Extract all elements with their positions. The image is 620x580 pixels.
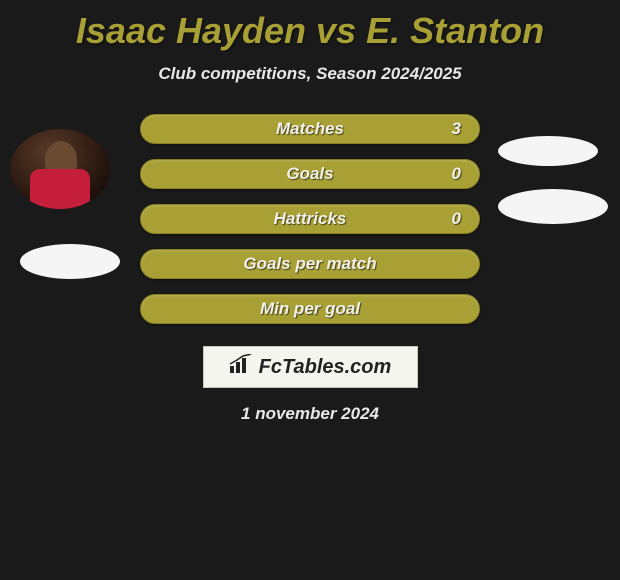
chart-icon xyxy=(229,354,253,380)
comparison-title: Isaac Hayden vs E. Stanton xyxy=(0,0,620,52)
snapshot-date: 1 november 2024 xyxy=(0,404,620,424)
placeholder-right-bottom xyxy=(498,189,608,224)
player-avatar-left xyxy=(10,129,110,209)
stat-bars: Matches 3 Goals 0 Hattricks 0 Goals per … xyxy=(140,114,480,324)
placeholder-right-top xyxy=(498,136,598,166)
stat-bar-goals: Goals 0 xyxy=(140,159,480,189)
stat-bar-min-per-goal: Min per goal xyxy=(140,294,480,324)
stat-bar-hattricks: Hattricks 0 xyxy=(140,204,480,234)
competition-subtitle: Club competitions, Season 2024/2025 xyxy=(0,64,620,84)
source-logo-text: FcTables.com xyxy=(259,356,392,379)
stat-bar-matches: Matches 3 xyxy=(140,114,480,144)
placeholder-left xyxy=(20,244,120,279)
stat-label: Goals per match xyxy=(243,254,376,274)
stat-value: 0 xyxy=(452,164,461,184)
stat-value: 0 xyxy=(452,209,461,229)
stat-label: Matches xyxy=(276,119,344,139)
stat-label: Goals xyxy=(286,164,333,184)
chart-area: Matches 3 Goals 0 Hattricks 0 Goals per … xyxy=(0,114,620,424)
source-logo[interactable]: FcTables.com xyxy=(203,346,418,388)
stat-bar-goals-per-match: Goals per match xyxy=(140,249,480,279)
player-avatar-left-img xyxy=(10,129,110,209)
stat-label: Min per goal xyxy=(260,299,360,319)
stat-label: Hattricks xyxy=(274,209,347,229)
stat-value: 3 xyxy=(452,119,461,139)
